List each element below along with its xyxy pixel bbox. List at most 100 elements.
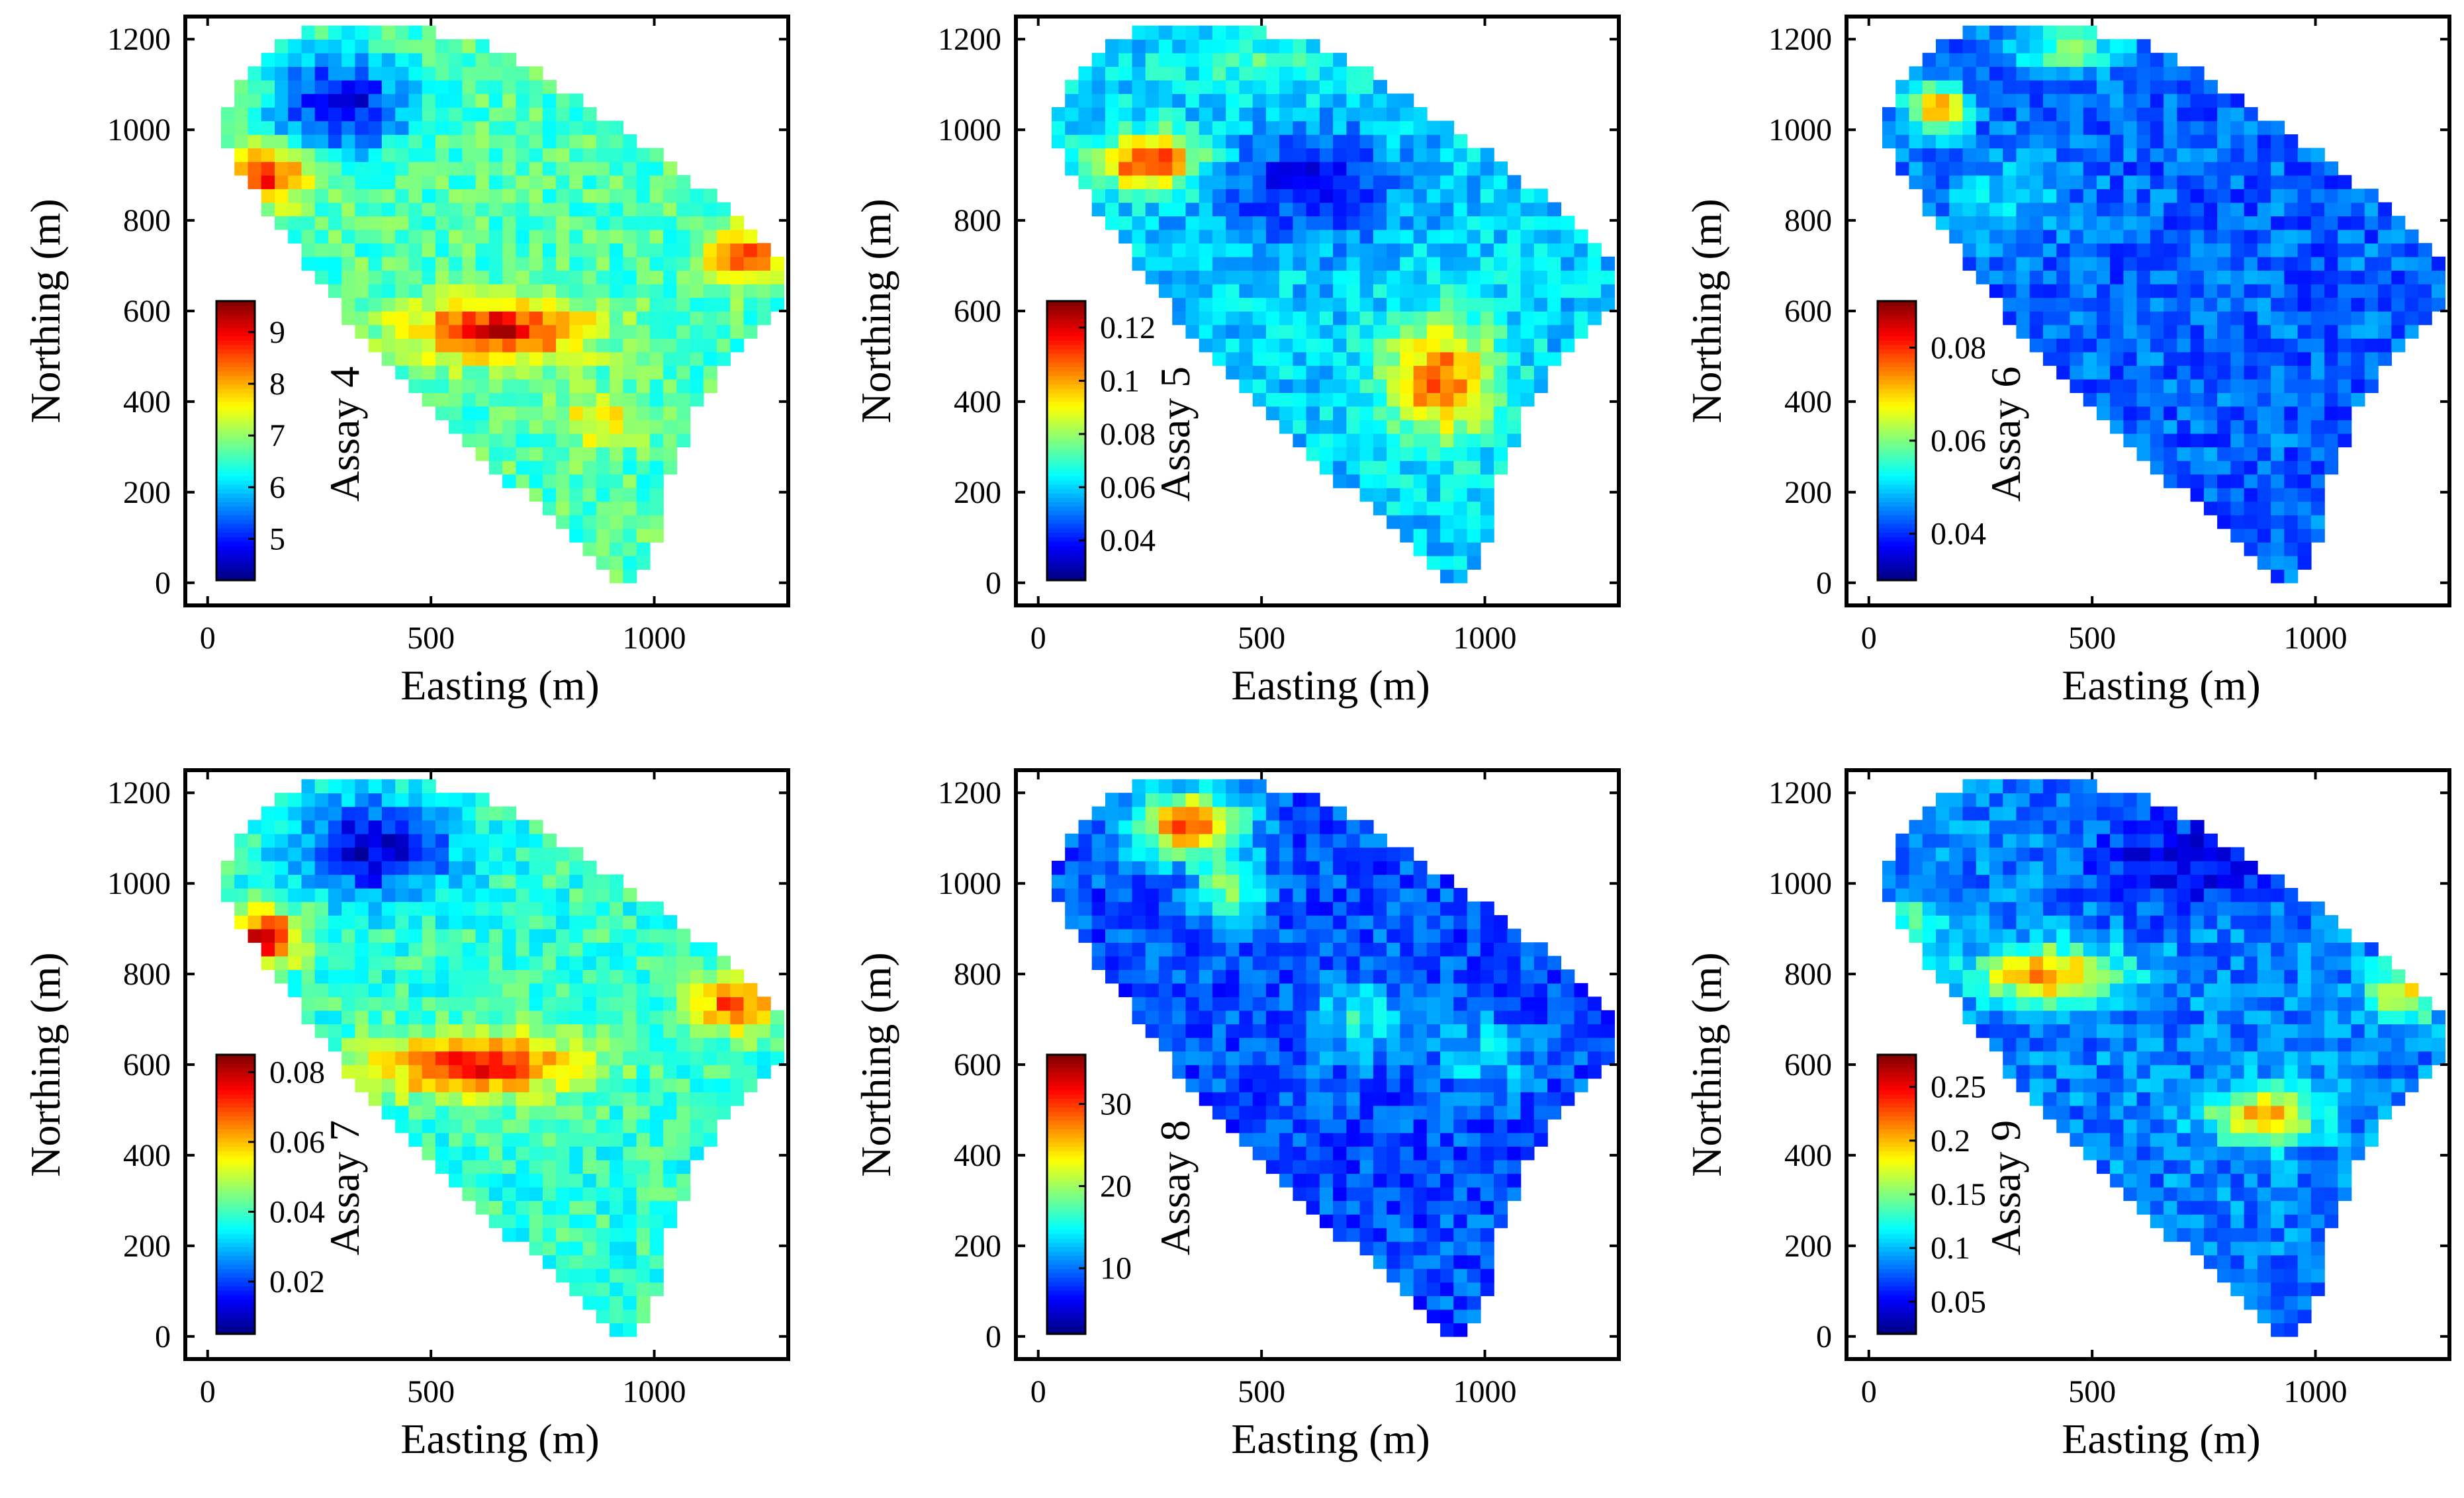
heatmap-cell	[1440, 1296, 1455, 1310]
heatmap-cell	[2083, 216, 2097, 230]
heatmap-cell	[1400, 860, 1414, 875]
heatmap-cell	[422, 1132, 436, 1147]
heatmap-cell	[368, 1078, 383, 1092]
heatmap-cell	[2123, 270, 2138, 285]
heatmap-cell	[516, 1186, 530, 1202]
heatmap-cell	[1252, 1024, 1267, 1038]
heatmap-cell	[1172, 189, 1187, 203]
heatmap-cell	[2070, 52, 2084, 67]
heatmap-cell	[1359, 148, 1374, 162]
heatmap-cell	[1909, 161, 1923, 176]
heatmap-cell	[1922, 189, 1937, 203]
heatmap-cell	[1306, 1010, 1320, 1025]
heatmap-cell	[2297, 555, 2312, 570]
heatmap-cell	[2096, 134, 2111, 149]
heatmap-cell	[2351, 324, 2365, 339]
heatmap-cell	[2136, 447, 2151, 461]
heatmap-cell	[1199, 996, 1213, 1011]
heatmap-cell	[355, 996, 369, 1011]
colorbar-segment	[1878, 532, 1916, 537]
heatmap-cell	[1962, 229, 1977, 244]
heatmap-cell	[623, 419, 637, 434]
heatmap-cell	[342, 955, 356, 970]
heatmap-cell	[314, 915, 329, 930]
heatmap-cell	[381, 202, 396, 216]
heatmap-cell	[2110, 378, 2124, 393]
heatmap-cell	[435, 874, 449, 889]
colorbar-segment	[1878, 571, 1916, 577]
heatmap-cell	[1265, 1024, 1280, 1038]
heatmap-cell	[1333, 351, 1347, 366]
heatmap-cell	[2230, 120, 2245, 135]
heatmap-cell	[529, 983, 543, 998]
heatmap-cell	[2284, 433, 2299, 448]
heatmap-cell	[596, 983, 610, 998]
heatmap-cell	[381, 806, 396, 821]
heatmap-cell	[2096, 406, 2111, 421]
heatmap-cell	[1547, 351, 1561, 366]
heatmap-cell	[368, 860, 383, 875]
heatmap-cell	[1507, 392, 1522, 407]
heatmap-cell	[596, 1241, 610, 1256]
heatmap-cell	[1426, 901, 1441, 916]
heatmap-cell	[435, 365, 449, 380]
heatmap-cell	[730, 270, 745, 285]
heatmap-cell	[1373, 392, 1387, 407]
heatmap-cell	[1373, 915, 1387, 930]
heatmap-cell	[1440, 1119, 1455, 1133]
heatmap-cell	[462, 833, 477, 848]
heatmap-cell	[556, 515, 570, 529]
heatmap-cell	[2244, 297, 2258, 312]
heatmap-cell	[502, 392, 517, 407]
heatmap-cell	[2297, 270, 2312, 285]
heatmap-cell	[663, 969, 678, 984]
heatmap-cell	[703, 311, 717, 326]
heatmap-cell	[2029, 202, 2044, 216]
heatmap-cell	[1467, 1309, 1481, 1323]
heatmap-cell	[2203, 216, 2218, 230]
heatmap-cell	[342, 969, 356, 984]
heatmap-cell	[2136, 378, 2151, 393]
heatmap-cell	[475, 833, 490, 848]
heatmap-cell	[1520, 270, 1535, 285]
heatmap-cell	[649, 351, 664, 366]
heatmap-cell	[2230, 365, 2245, 380]
heatmap-cell	[649, 1241, 664, 1256]
colorbar-segment	[1878, 401, 1916, 407]
heatmap-cell	[582, 1159, 597, 1174]
heatmap-cell	[1346, 216, 1361, 230]
heatmap-cell	[610, 1078, 624, 1092]
heatmap-cell	[1601, 283, 1615, 298]
heatmap-cell	[1507, 202, 1522, 216]
heatmap-cell	[1936, 161, 1950, 176]
heatmap-cell	[1440, 1024, 1455, 1038]
heatmap-cell	[275, 134, 289, 149]
heatmap-cell	[1306, 229, 1320, 244]
heatmap-cell	[488, 1010, 503, 1025]
heatmap-cell	[1319, 270, 1334, 285]
heatmap-cell	[1949, 52, 1964, 67]
heatmap-cell	[1426, 1065, 1441, 1079]
heatmap-cell	[1132, 996, 1146, 1011]
colorbar-segment	[216, 318, 255, 324]
heatmap-cell	[1413, 1010, 1428, 1025]
heatmap-cell	[582, 447, 597, 461]
heatmap-cell	[449, 202, 463, 216]
colorbar-segment	[216, 571, 255, 577]
heatmap-cell	[1359, 134, 1374, 149]
heatmap-cell	[1426, 338, 1441, 353]
heatmap-cell	[1172, 969, 1187, 984]
heatmap-cell	[2056, 229, 2071, 244]
heatmap-cell	[1989, 216, 2003, 230]
heatmap-cell	[449, 983, 463, 998]
heatmap-cell	[1426, 928, 1441, 943]
heatmap-cell	[1239, 365, 1254, 380]
colorbar-segment	[216, 397, 255, 402]
heatmap-cell	[1373, 270, 1387, 285]
heatmap-cell	[1293, 120, 1307, 135]
heatmap-cell	[1373, 107, 1387, 122]
heatmap-cell	[1453, 1200, 1468, 1215]
colorbar-segment	[216, 1146, 255, 1151]
heatmap-cell	[488, 1105, 503, 1120]
